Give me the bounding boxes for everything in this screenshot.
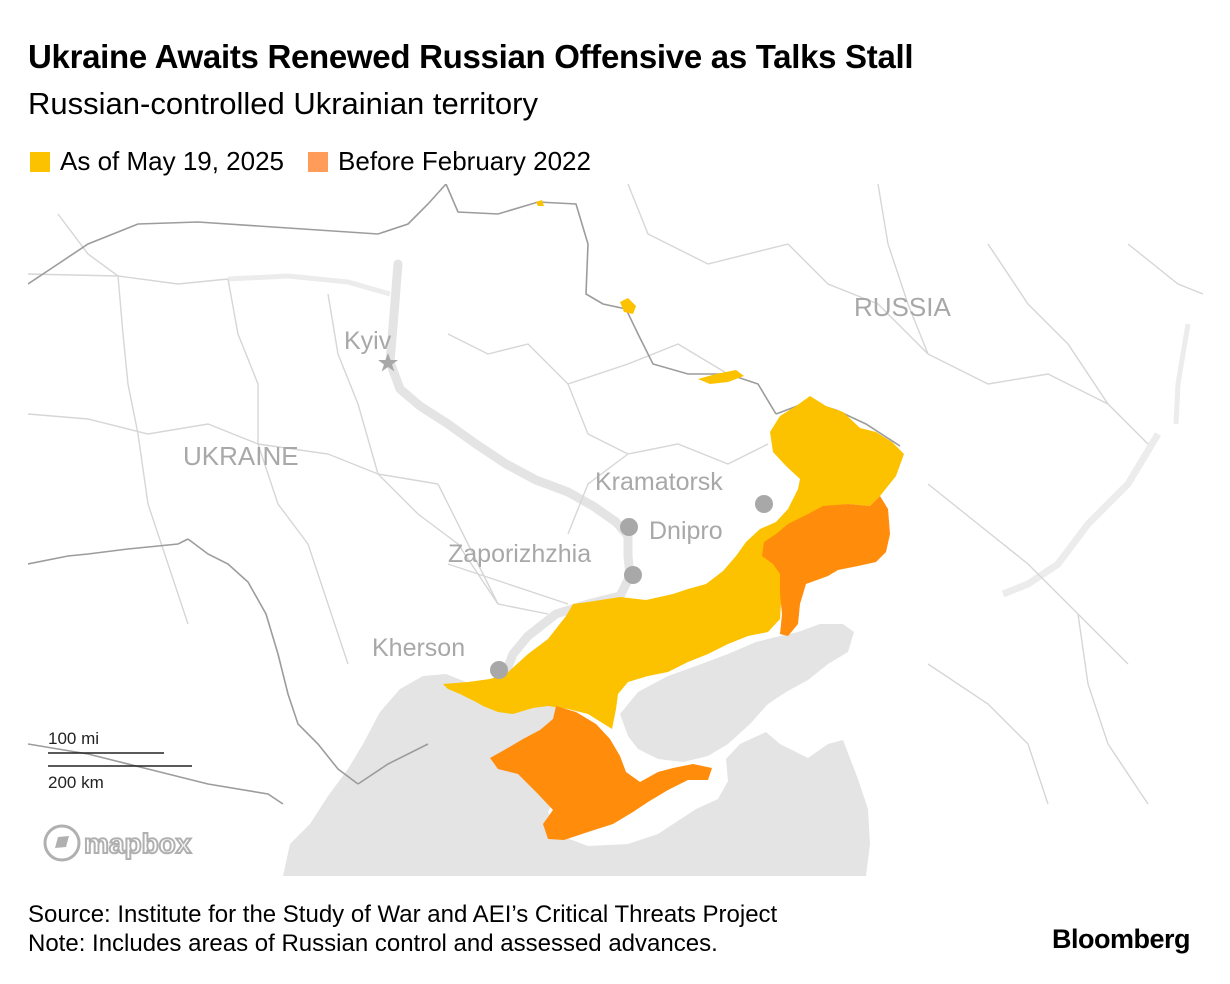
scale-bar: 100 mi 200 km xyxy=(48,729,192,792)
country-label-ukraine: UKRAINE xyxy=(183,441,299,471)
chart-subtitle: Russian-controlled Ukrainian territory xyxy=(28,86,538,121)
occupied-crimea xyxy=(490,706,712,840)
don-river xyxy=(1001,432,1162,598)
footer: Source: Institute for the Study of War a… xyxy=(28,900,777,958)
occupied-sliver-bryansk xyxy=(536,200,544,206)
legend-label-pre2022: Before February 2022 xyxy=(338,146,591,176)
city-label-kramatorsk: Kramatorsk xyxy=(595,468,723,496)
scale-label-miles: 100 mi xyxy=(48,729,99,748)
pripyat-river xyxy=(227,273,391,297)
legend-swatch-current xyxy=(30,151,50,172)
mapbox-logo: mapbox xyxy=(43,824,193,862)
scale-label-km: 200 km xyxy=(48,773,104,792)
kherson-dot xyxy=(490,661,508,679)
occupied-donbas-pre2022 xyxy=(762,496,890,636)
city-label-kherson: Kherson xyxy=(372,634,465,662)
country-label-russia: RUSSIA xyxy=(854,292,951,322)
legend-swatch-pre2022 xyxy=(308,151,329,172)
source-note: Source: Institute for the Study of War a… xyxy=(28,901,778,928)
city-label-kyiv: Kyiv xyxy=(344,327,392,355)
kyiv-star-icon xyxy=(378,353,398,372)
legend-item-pre2022: Before February 2022 xyxy=(308,146,591,177)
kramatorsk-dot xyxy=(755,495,773,513)
legend: As of May 19, 2025 Before February 2022 xyxy=(30,146,615,177)
zaporizhzhia-dot xyxy=(624,566,642,584)
volga-river xyxy=(1173,323,1191,425)
dnipro-river xyxy=(385,259,635,677)
mapbox-wordmark: mapbox xyxy=(84,828,192,859)
dnipro-dot xyxy=(620,518,638,536)
occupied-sliver-kharkiv xyxy=(698,370,744,384)
map: Kyiv Kramatorsk Dnipro Zaporizhzhia Kher… xyxy=(28,184,1203,876)
occupied-pre2022 xyxy=(490,496,890,840)
city-label-dnipro: Dnipro xyxy=(649,517,723,545)
occupied-mainland-south xyxy=(443,396,904,729)
legend-item-current: As of May 19, 2025 xyxy=(30,146,284,177)
legend-label-current: As of May 19, 2025 xyxy=(60,146,285,176)
city-markers xyxy=(378,353,773,679)
black-sea xyxy=(283,674,870,876)
sea-of-azov xyxy=(620,624,854,762)
footnote: Note: Includes areas of Russian control … xyxy=(28,930,718,957)
mapbox-icon xyxy=(43,824,81,862)
bloomberg-logo: Bloomberg xyxy=(1051,924,1191,954)
city-label-zaporizhzhia: Zaporizhzhia xyxy=(448,540,591,568)
occupied-sliver-sumy xyxy=(620,298,636,314)
chart-title: Ukraine Awaits Renewed Russian Offensive… xyxy=(28,38,914,75)
occupied-current xyxy=(443,200,904,729)
regional-borders xyxy=(28,184,1203,805)
